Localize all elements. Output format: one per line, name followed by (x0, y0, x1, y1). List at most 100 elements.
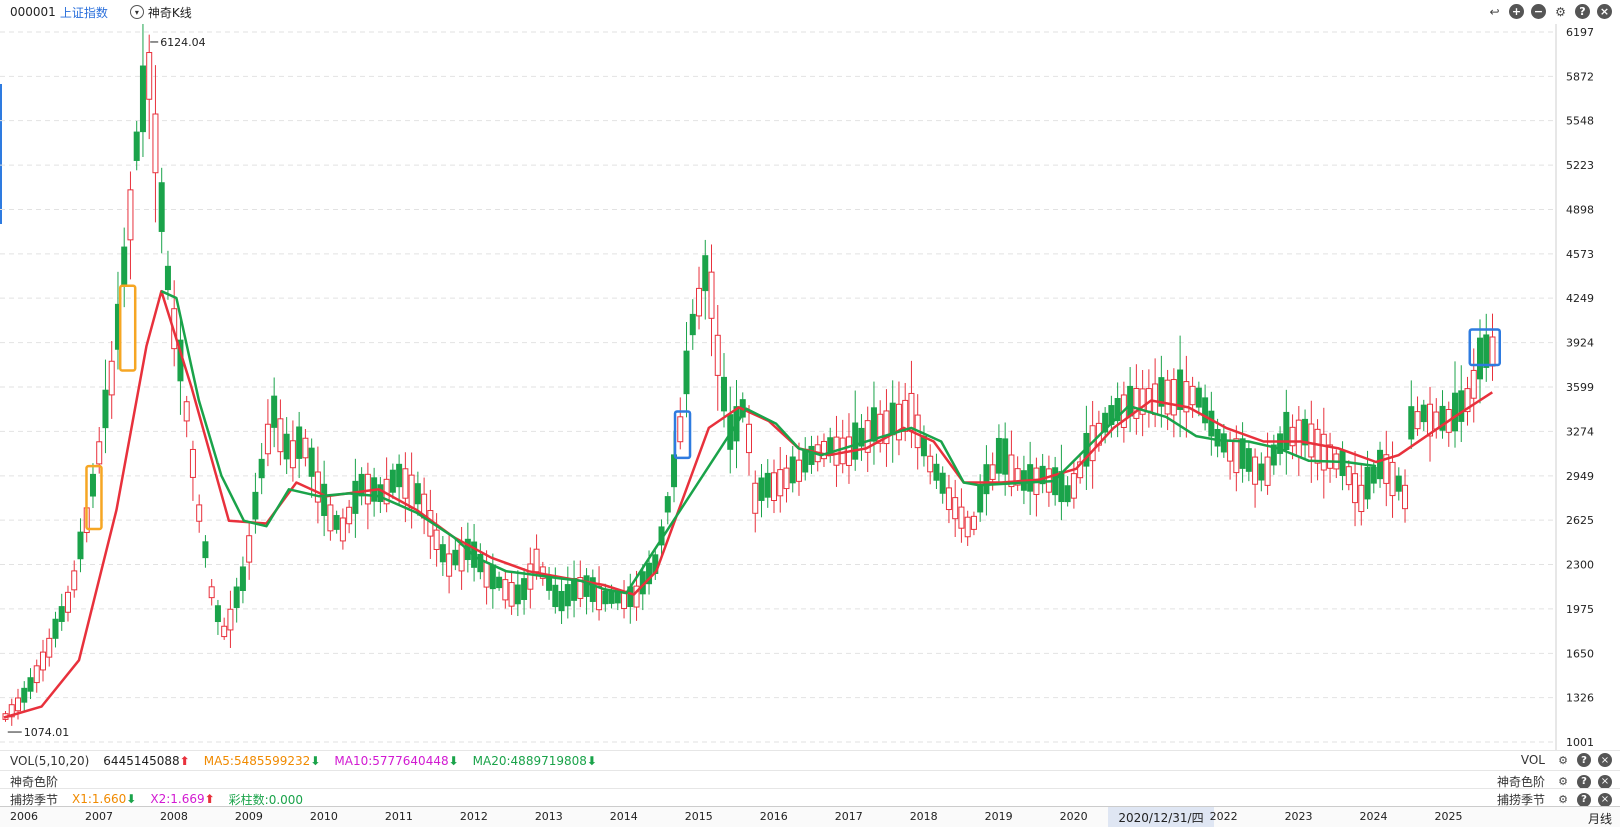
candle-body (1189, 385, 1196, 406)
candle-body (308, 447, 315, 477)
time-axis-selected: 2020/12/31/四 (1108, 807, 1214, 827)
candle-body (183, 401, 190, 422)
candle-body (146, 52, 153, 100)
y-tick-label: 4249 (1566, 292, 1594, 305)
y-tick-label: 1001 (1566, 736, 1594, 749)
help-icon[interactable]: ? (1577, 774, 1591, 789)
candle-body (689, 313, 696, 336)
y-tick-label: 4898 (1566, 204, 1594, 217)
stock-name[interactable]: 上证指数 (59, 5, 108, 20)
candle-body (289, 440, 296, 469)
time-axis[interactable]: 2020/12/31/四 月线 2006 2007 2008 2009 2010 2011… (0, 806, 1620, 827)
candle-body (1183, 381, 1190, 413)
candle-body (1283, 411, 1290, 451)
candle-body (546, 575, 553, 591)
period-selector[interactable]: 月线 (1587, 812, 1612, 826)
candle-body (995, 437, 1002, 474)
candle-body (1427, 403, 1434, 437)
candle-body (664, 496, 671, 513)
candle-body (552, 584, 559, 608)
candle-body (852, 422, 859, 460)
y-tick-label: 2625 (1566, 514, 1594, 527)
back-icon[interactable]: ↩ (1489, 4, 1500, 19)
candle-body (1133, 388, 1140, 419)
candle-body (108, 360, 115, 396)
candle-body (208, 586, 215, 599)
candle-body (714, 334, 721, 376)
candle-body (883, 410, 890, 445)
candle-body (196, 504, 203, 522)
close-icon[interactable]: × (1598, 774, 1612, 789)
candle-body (802, 448, 809, 473)
gear-icon[interactable]: ⚙ (1555, 4, 1566, 19)
candle-body (533, 548, 540, 573)
candle-body (758, 477, 765, 501)
help-icon[interactable]: ? (1577, 753, 1591, 767)
help-icon[interactable]: ? (1575, 4, 1590, 19)
candle-body (46, 637, 53, 658)
candle-body (970, 515, 977, 530)
candle-body (402, 468, 409, 499)
candle-body (977, 485, 984, 513)
candle-body (96, 441, 103, 465)
candle-body (1408, 406, 1415, 440)
close-icon[interactable]: × (1598, 792, 1612, 807)
candle-body (396, 463, 403, 488)
candle-body (164, 265, 171, 291)
zoom-out-icon[interactable]: − (1531, 4, 1546, 19)
close-icon[interactable]: × (1598, 753, 1612, 767)
candle-body (302, 437, 309, 459)
candle-body (139, 65, 146, 133)
candle-body (202, 541, 209, 559)
candle-body (1264, 456, 1271, 486)
candle-body (789, 456, 796, 484)
candle-body (1177, 369, 1184, 410)
candle-body (752, 482, 759, 514)
color-order-right-label: 神奇色阶 (1496, 775, 1545, 789)
y-tick-label: 2949 (1566, 470, 1594, 483)
candle-body (158, 182, 165, 232)
candle-body (1383, 454, 1390, 484)
candle-body (1214, 428, 1221, 447)
highlight-box (1468, 328, 1501, 367)
gear-icon[interactable]: ⚙ (1558, 793, 1568, 806)
candle-body (152, 113, 159, 174)
time-axis-label: 2014 (609, 810, 638, 823)
candle-body (1270, 444, 1277, 466)
candle-body (770, 472, 777, 502)
candle-body (1327, 444, 1334, 469)
candle-body (1164, 379, 1171, 415)
candle-body (783, 467, 790, 490)
candle-body (1302, 418, 1309, 446)
zoom-in-icon[interactable]: + (1509, 4, 1524, 19)
candle-body (614, 591, 621, 604)
gear-icon[interactable]: ⚙ (1558, 775, 1568, 788)
candle-body (514, 584, 521, 605)
season-right-label: 捕捞季节 (1496, 793, 1545, 807)
season-label: 捕捞季节 (10, 792, 59, 807)
gear-icon[interactable]: ⚙ (1558, 753, 1568, 767)
help-icon[interactable]: ? (1577, 792, 1591, 807)
candle-body (271, 395, 278, 428)
close-icon[interactable]: × (1597, 4, 1612, 19)
candle-body (52, 618, 59, 639)
candle-body (1339, 450, 1346, 476)
candle-body (683, 350, 690, 395)
time-axis-label: 2013 (534, 810, 563, 823)
candle-body (58, 606, 65, 622)
candle-body (777, 469, 784, 497)
candle-body (939, 472, 946, 494)
candle-body (671, 454, 678, 488)
candlestick-chart[interactable]: 6197 5872 5548 5223 4898 4573 4249 3924 3599 3274… (0, 24, 1620, 750)
candle-body (1202, 397, 1209, 424)
candle-body (558, 590, 565, 612)
time-axis-label: 2023 (1284, 810, 1313, 823)
candle-body (577, 577, 584, 599)
stock-code: 000001 (10, 5, 56, 19)
vol-indicator-row: VOL(5,10,20) 6445145088⬆ MA5:5485599232⬇… (0, 750, 1620, 771)
y-tick-label: 3599 (1566, 381, 1594, 394)
candle-body (989, 464, 996, 480)
indicator-dropdown[interactable]: ▾ 神奇K线 (129, 4, 192, 21)
candle-body (71, 570, 78, 591)
candle-body (252, 491, 259, 520)
